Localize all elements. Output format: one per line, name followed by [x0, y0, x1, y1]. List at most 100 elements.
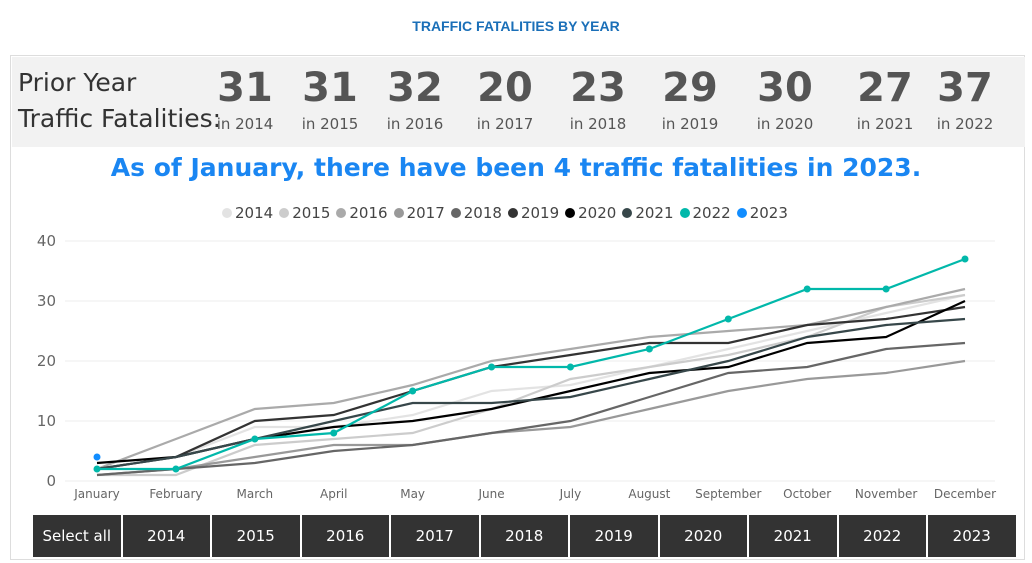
legend-marker-icon: [450, 208, 461, 218]
legend-label: 2023: [749, 204, 788, 222]
kpi-year: in 2016: [386, 115, 444, 133]
slicer-button-2016[interactable]: 2016: [301, 515, 390, 557]
slicer-button-2017[interactable]: 2017: [391, 515, 480, 557]
kpi-value: 32: [387, 65, 443, 111]
legend-label: 2016: [349, 204, 388, 222]
data-point-2023: [93, 453, 101, 461]
x-tick-label: April: [320, 487, 347, 501]
series-line-2016: [96, 287, 966, 471]
kpi-value: 31: [302, 65, 358, 111]
kpi-year: in 2021: [856, 115, 914, 133]
select-all-button[interactable]: Select all: [33, 515, 122, 557]
kpi-year: in 2020: [756, 115, 814, 133]
slicer-button-2020[interactable]: 2020: [659, 515, 748, 557]
kpi-value: 30: [757, 65, 813, 111]
data-point-2022: [645, 345, 653, 353]
legend-marker-icon: [622, 208, 633, 218]
y-tick-label: 40: [37, 232, 56, 250]
slicer-button-2022[interactable]: 2022: [838, 515, 927, 557]
legend-item[interactable]: 2022: [679, 204, 731, 222]
report-frame: [10, 55, 1025, 560]
legend-item[interactable]: 2020: [565, 204, 616, 222]
data-point-2022: [803, 285, 811, 293]
kpi-year: in 2019: [661, 115, 719, 133]
legend-item[interactable]: 2019: [507, 204, 559, 222]
x-tick-label: July: [559, 487, 582, 501]
legend-marker-icon: [222, 208, 232, 218]
kpi-value: 31: [217, 65, 273, 111]
kpi-item: 29 in 2019: [650, 65, 730, 133]
y-tick-label: 30: [37, 292, 56, 310]
kpi-band: Prior Year Traffic Fatalities: 31 in 2014…: [12, 57, 1025, 147]
kpi-item: 23 in 2018: [558, 65, 638, 133]
data-point-2022: [251, 435, 259, 443]
legend-label: 2021: [635, 204, 674, 222]
data-point-2022: [330, 429, 338, 437]
report-title: TRAFFIC FATALITIES BY YEAR: [412, 18, 620, 34]
x-tick-label: December: [934, 487, 996, 501]
legend-label: 2020: [578, 204, 617, 222]
legend-item[interactable]: 2023: [736, 204, 788, 222]
slicer-button-2018[interactable]: 2018: [480, 515, 569, 557]
slicer-button-2021[interactable]: 2021: [749, 515, 838, 557]
kpi-value: 37: [937, 65, 993, 111]
kpi-value: 23: [570, 65, 626, 111]
kpi-value: 20: [477, 65, 533, 111]
legend-label: 2018: [463, 204, 502, 222]
x-tick-label: October: [783, 487, 831, 501]
legend-label: 2022: [692, 204, 731, 222]
kpi-year: in 2014: [216, 115, 274, 133]
kpi-item: 27 in 2021: [845, 65, 925, 133]
legend-item[interactable]: 2018: [450, 204, 502, 222]
kpi-year: in 2018: [569, 115, 627, 133]
series-line-2014: [96, 293, 966, 471]
data-point-2022: [882, 285, 890, 293]
slicer-button-2019[interactable]: 2019: [570, 515, 659, 557]
x-tick-label: November: [855, 487, 917, 501]
legend-label: 2015: [292, 204, 331, 222]
legend-marker-icon: [507, 208, 518, 218]
legend-item[interactable]: 2014: [222, 204, 273, 222]
kpi-item: 20 in 2017: [465, 65, 545, 133]
legend-marker-icon: [736, 208, 747, 218]
legend-item[interactable]: 2015: [279, 204, 330, 222]
legend-marker-icon: [393, 208, 404, 218]
kpi-label-line1: Prior Year: [18, 68, 137, 97]
kpi-item: 31 in 2015: [290, 65, 370, 133]
kpi-item: 32 in 2016: [375, 65, 455, 133]
legend-item[interactable]: 2021: [622, 204, 674, 222]
data-point-2022: [172, 465, 180, 473]
data-point-2022: [961, 255, 969, 263]
series-line-2017: [96, 359, 966, 477]
x-tick-label: June: [477, 487, 504, 501]
legend-marker-icon: [565, 208, 576, 218]
x-tick-label: September: [695, 487, 761, 501]
legend-marker-icon: [679, 208, 690, 218]
x-tick-label: January: [73, 487, 120, 501]
legend-item[interactable]: 2016: [336, 204, 388, 222]
slicer-button-2014[interactable]: 2014: [122, 515, 211, 557]
series-line-2015: [97, 293, 966, 477]
legend-item[interactable]: 2017: [393, 204, 445, 222]
kpi-value: 27: [857, 65, 913, 111]
x-tick-label: August: [628, 487, 670, 501]
legend-marker-icon: [336, 208, 347, 218]
legend: 2014 2015 2016 2017 2018 2019 2020 2021 2022 2023: [222, 204, 788, 222]
kpi-label-line2: Traffic Fatalities:: [18, 104, 222, 133]
series-line-2021: [96, 317, 966, 471]
kpi-value: 29: [662, 65, 718, 111]
year-slicer: Select all 2014 2015 2016 2017 2018 2019 2020 20…: [33, 515, 1017, 557]
kpi-label: Prior Year Traffic Fatalities:: [18, 65, 221, 137]
line-chart: 0 10 20 30 40 January February March April May Jun…: [37, 232, 996, 501]
data-point-2022: [488, 363, 496, 371]
series-line-2022: [97, 257, 966, 471]
y-tick-label: 20: [37, 352, 56, 370]
slicer-button-2015[interactable]: 2015: [212, 515, 301, 557]
x-tick-label: March: [237, 487, 274, 501]
slicer-button-2023[interactable]: 2023: [928, 515, 1017, 557]
x-tick-label: May: [400, 487, 425, 501]
kpi-year: in 2022: [936, 115, 994, 133]
legend-marker-icon: [279, 208, 290, 218]
y-tick-label: 10: [37, 412, 56, 430]
kpi-item: 31 in 2014: [205, 65, 285, 133]
